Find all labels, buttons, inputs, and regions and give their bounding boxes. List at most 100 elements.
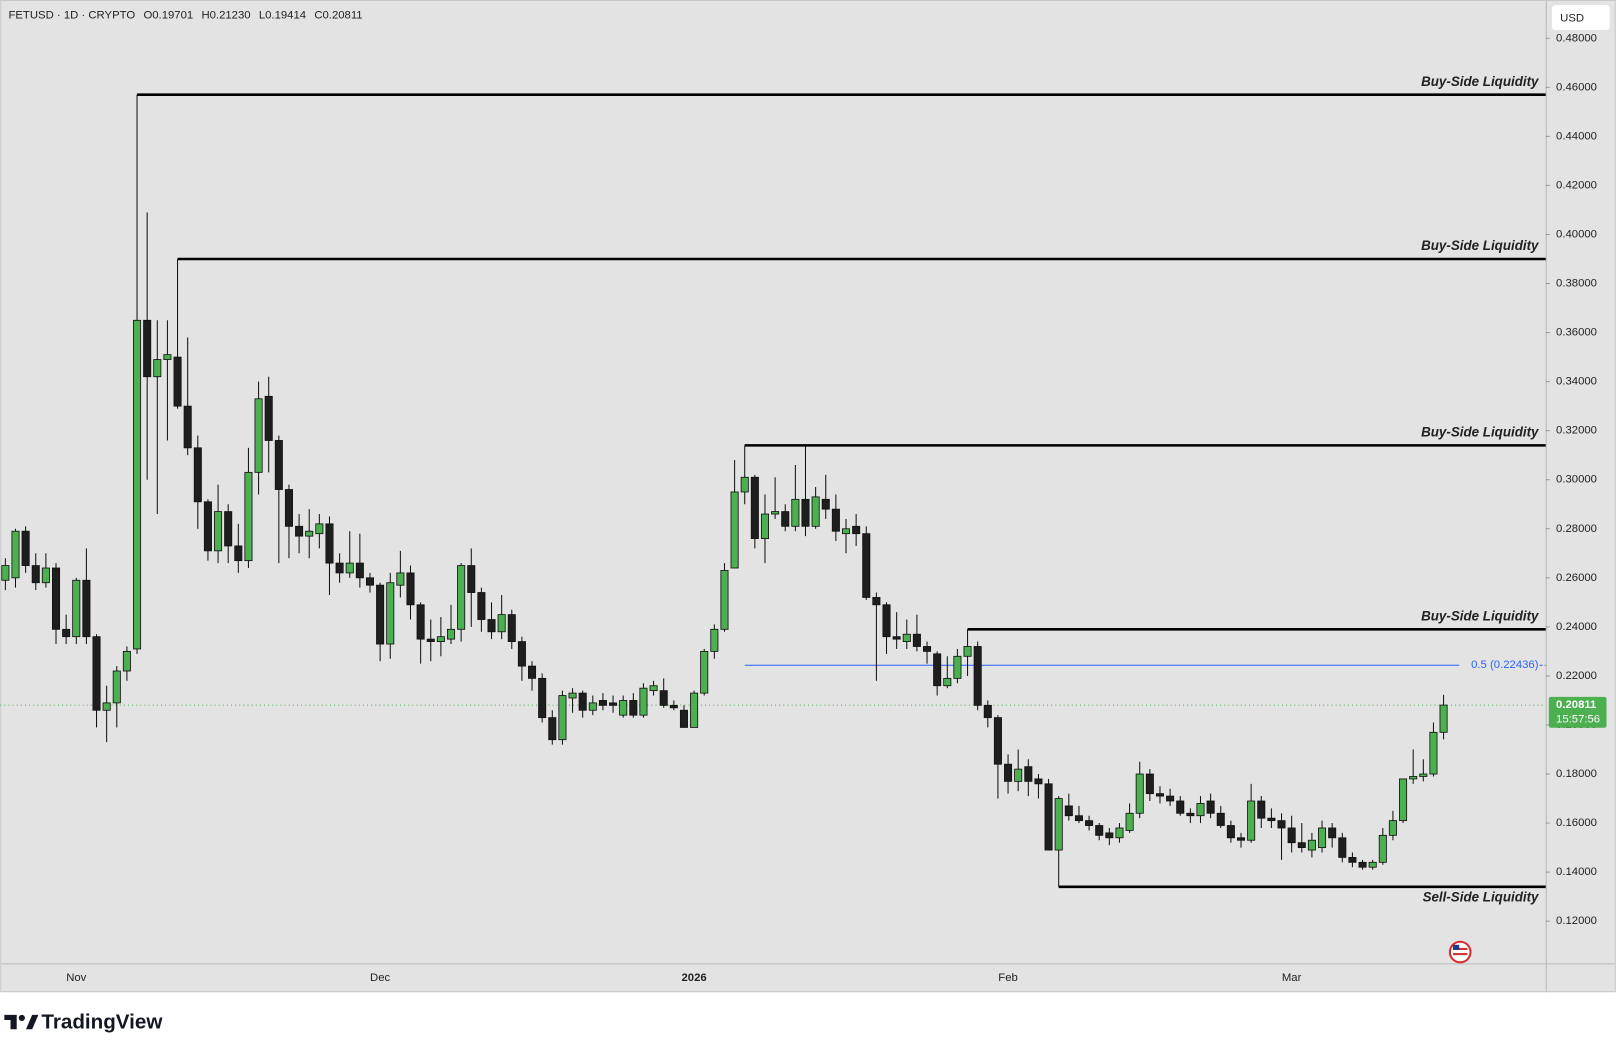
candle-body (1429, 731, 1438, 775)
candle-body (1368, 861, 1377, 868)
candle-body (1399, 778, 1408, 822)
candle-body (234, 545, 243, 562)
currency-box[interactable] (1551, 5, 1610, 30)
candle-body (912, 633, 921, 647)
candle-body (396, 572, 405, 586)
candle-body (669, 704, 678, 709)
candle-body (1307, 839, 1316, 851)
candle-body (1176, 800, 1185, 814)
candle-body (426, 638, 435, 642)
y-tick-label: 0.32000 (1556, 425, 1597, 437)
candle-body (92, 636, 101, 711)
candle-body (740, 476, 749, 493)
candle-body (295, 525, 304, 537)
chart-background (0, 0, 1616, 993)
candle-body (983, 704, 992, 719)
candle-body (811, 496, 820, 527)
ohlc-open: O0.19701 (143, 9, 193, 21)
currency[interactable]: USD (1560, 13, 1584, 25)
y-tick-label: 0.38000 (1556, 278, 1597, 290)
candle-body (112, 670, 121, 704)
candle-body (1297, 842, 1306, 849)
candle-body (841, 528, 851, 535)
candle-body (1226, 825, 1235, 839)
candle-body (1064, 805, 1073, 817)
y-tick-label: 0.42000 (1556, 179, 1597, 191)
candle-body (750, 476, 759, 539)
candle-body (487, 619, 496, 633)
candle-body (1085, 820, 1094, 826)
liquidity-label: Buy-Side Liquidity (1421, 608, 1539, 623)
candle-body (771, 511, 780, 515)
candle-body (365, 577, 375, 586)
y-tick-label: 0.18000 (1556, 768, 1597, 780)
candle-body (1338, 837, 1347, 858)
y-tick-label: 0.48000 (1556, 32, 1597, 44)
candle-body (862, 533, 871, 598)
candle-body (31, 565, 40, 584)
candle-body (1388, 820, 1397, 836)
candle-body (446, 628, 456, 640)
candle-body (690, 692, 699, 728)
candle-body (173, 356, 182, 407)
candle-body (730, 491, 739, 569)
candle-body (933, 653, 942, 687)
candle-body (1, 565, 10, 581)
candle-body (781, 511, 790, 527)
ohlc-high: H0.21230 (201, 9, 250, 21)
liquidity-label: Buy-Side Liquidity (1421, 238, 1539, 253)
candle-body (1014, 768, 1023, 782)
x-tick-label: Feb (998, 972, 1018, 984)
candle-body (497, 614, 506, 633)
candle-body (720, 570, 729, 630)
candle-body (1155, 793, 1165, 797)
candle-body (264, 395, 273, 441)
candle-body (609, 702, 618, 706)
candle-body (953, 655, 962, 679)
candle-body (1236, 837, 1246, 841)
x-tick-label: Nov (66, 972, 86, 984)
y-tick-label: 0.30000 (1556, 474, 1597, 486)
fib-label: 0.5 (0.22436) (1471, 659, 1539, 671)
y-tick-label: 0.16000 (1556, 817, 1597, 829)
candle-body (102, 702, 111, 711)
candle-body (315, 523, 324, 535)
candle-body (1206, 800, 1215, 814)
candle-body (41, 567, 50, 584)
candle-body (629, 700, 638, 716)
candle-body (1358, 861, 1367, 868)
candle-body (1267, 817, 1276, 822)
candle-body (325, 523, 334, 564)
candle-body (477, 592, 486, 620)
candle-body (203, 501, 212, 552)
candle-body (1196, 803, 1205, 817)
liquidity-label: Buy-Side Liquidity (1421, 74, 1539, 89)
last-price-label: 0.20811 (1556, 699, 1596, 711)
candle-body (1409, 776, 1418, 780)
candle-body (376, 584, 385, 645)
candle-body (760, 513, 770, 539)
candle-body (1074, 815, 1083, 822)
candle-body (284, 489, 293, 527)
candle-body (21, 530, 30, 566)
symbol: FETUSD · 1D · CRYPTO (8, 9, 135, 21)
candle-body (11, 530, 20, 579)
y-tick-label: 0.34000 (1556, 376, 1597, 388)
candle-body (902, 633, 911, 642)
liquidity-label: Buy-Side Liquidity (1421, 425, 1539, 440)
last-price-box (1548, 696, 1607, 728)
flag-icon (1448, 940, 1472, 964)
candle-body (1439, 704, 1448, 733)
candle-body (1054, 798, 1063, 851)
candle-body (143, 319, 152, 378)
candle-body (1125, 812, 1134, 831)
candle-body (1378, 834, 1387, 863)
liquidity-label: Sell-Side Liquidity (1423, 890, 1539, 905)
candle-body (1034, 778, 1043, 785)
candle-body (82, 579, 91, 638)
candle-body (973, 646, 982, 706)
candle-body (639, 687, 648, 716)
candle-body (619, 700, 628, 716)
candle-body (872, 597, 881, 606)
